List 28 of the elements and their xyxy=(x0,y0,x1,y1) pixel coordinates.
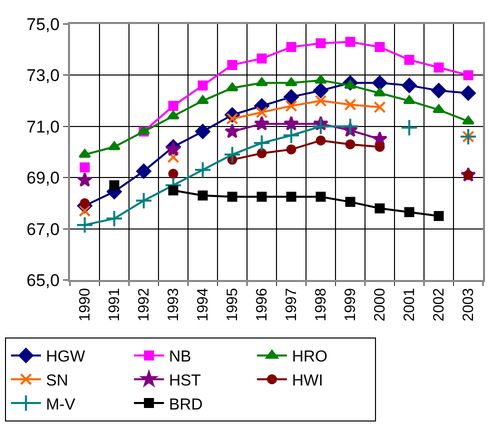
x-tick-label: 1990 xyxy=(76,288,94,322)
legend-label: NB xyxy=(168,348,192,366)
y-tick-label: 75,0 xyxy=(26,14,60,34)
y-tick-label: 71,0 xyxy=(26,117,60,136)
x-tick-label: 1994 xyxy=(194,288,212,322)
x-tick-label: 1992 xyxy=(136,288,153,322)
legend-label: M-V xyxy=(46,396,76,414)
x-tick-label: 2002 xyxy=(430,288,448,322)
x-tick-label: 1996 xyxy=(254,288,271,322)
x-tick-label: 1999 xyxy=(342,288,360,322)
x-tick-label: 1997 xyxy=(283,288,300,322)
x-tick-label: 2000 xyxy=(372,288,389,322)
legend-label: HWI xyxy=(292,372,324,390)
x-tick-label: 1998 xyxy=(312,288,330,322)
legend-label: BRD xyxy=(168,396,203,414)
y-tick-label: 73,0 xyxy=(26,66,60,86)
legend-label: HGW xyxy=(46,348,86,366)
x-tick-label: 1995 xyxy=(224,288,242,322)
legend-label: HST xyxy=(168,372,202,390)
x-tick-label: 2003 xyxy=(460,288,478,322)
x-tick-label: 1991 xyxy=(106,288,124,322)
x-tick-label: 1993 xyxy=(165,288,182,322)
y-tick-label: 65,0 xyxy=(26,270,60,290)
x-tick-label: 2001 xyxy=(401,288,418,322)
y-tick-label: 69,0 xyxy=(26,168,60,188)
y-tick-label: 67,0 xyxy=(26,220,60,239)
legend-label: SN xyxy=(46,372,68,390)
legend-label: HRO xyxy=(292,348,328,366)
